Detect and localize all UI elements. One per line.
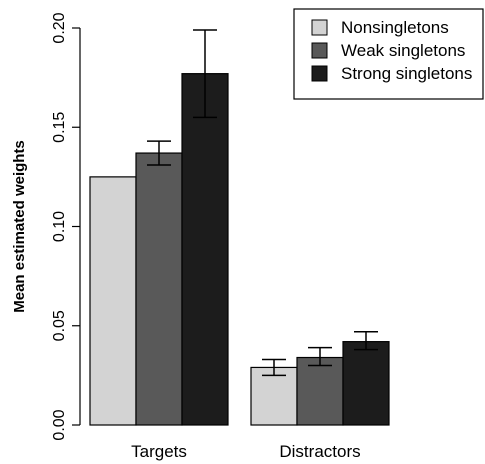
category-labels: Targets Distractors — [131, 442, 360, 461]
legend-swatch — [311, 42, 328, 59]
bar-nonsingletons-distractors — [250, 366, 298, 426]
legend-swatch — [311, 65, 328, 82]
bar-weak-singletons-distractors — [296, 356, 344, 426]
legend-label: Strong singletons — [341, 64, 472, 83]
error-bar — [262, 358, 286, 377]
error-bar — [308, 346, 332, 367]
error-bar — [193, 29, 217, 119]
legend: Nonsingletons Weak singletons Strong singl… — [293, 8, 484, 100]
category-label: Targets — [131, 442, 187, 461]
legend-label: Nonsingletons — [341, 18, 449, 37]
category-label: Distractors — [279, 442, 360, 461]
y-tick-label: 0.00 — [51, 409, 68, 440]
y-axis: 0.00 0.05 0.10 0.15 0.20 — [51, 12, 81, 441]
bar-strong-singletons-targets — [181, 73, 229, 426]
y-axis-title: Mean estimated weights — [11, 140, 28, 313]
error-bar — [147, 140, 171, 166]
legend-swatch — [311, 19, 328, 36]
bar-weak-singletons-targets — [135, 152, 183, 426]
y-tick-label: 0.20 — [51, 12, 68, 43]
y-tick-label: 0.10 — [51, 211, 68, 242]
bar-nonsingletons-targets — [89, 176, 137, 426]
error-bars-group — [147, 29, 378, 377]
bars-group — [89, 73, 390, 426]
y-tick-label: 0.15 — [51, 112, 68, 143]
error-bar — [354, 330, 378, 351]
bar-strong-singletons-distractors — [342, 341, 390, 426]
legend-label: Weak singletons — [341, 41, 465, 60]
y-tick-label: 0.05 — [51, 310, 68, 341]
